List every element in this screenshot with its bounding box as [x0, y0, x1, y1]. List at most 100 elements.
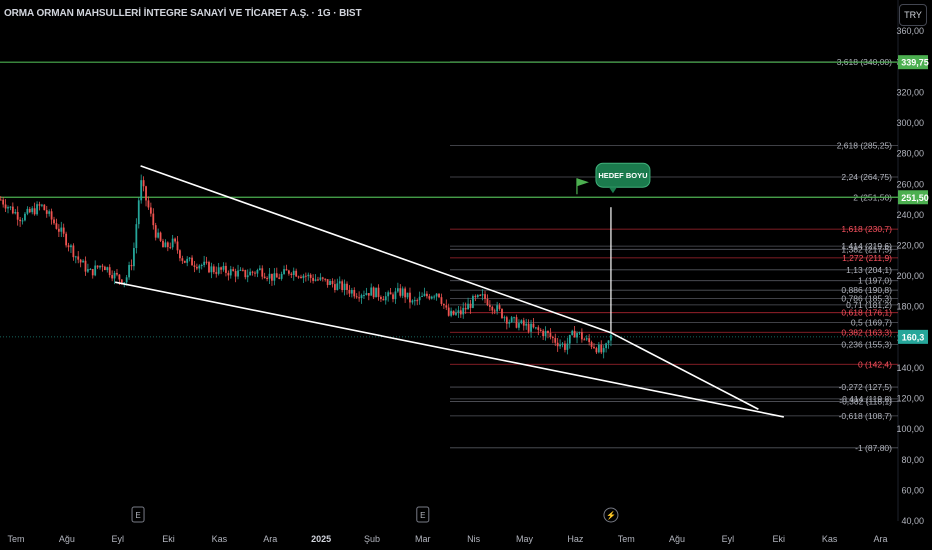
candle-body — [297, 276, 300, 278]
candle-body — [380, 296, 382, 300]
candle-body — [302, 275, 305, 279]
candle-body — [527, 323, 530, 332]
candle-body — [205, 261, 208, 263]
candle-body — [280, 273, 283, 279]
candle-body — [152, 213, 155, 226]
candle-body — [605, 343, 608, 349]
candle-body — [365, 293, 368, 295]
candle-body — [394, 291, 397, 300]
candle-body — [341, 281, 344, 291]
y-tick-label: 360,00 — [896, 26, 924, 36]
candle-body — [4, 204, 7, 209]
candle-body — [31, 208, 34, 213]
fib-level-label: 0,886 (190,8) — [841, 285, 892, 295]
candle-body — [314, 279, 317, 281]
x-tick-label: Eki — [772, 534, 785, 544]
earnings-marker — [131, 506, 145, 523]
candle-body — [418, 296, 421, 301]
candle-body — [0, 199, 2, 201]
candle-body — [65, 233, 68, 246]
candle-body — [171, 238, 174, 248]
candle-body — [16, 212, 19, 220]
candle-body — [561, 343, 564, 345]
candle-body — [377, 287, 380, 297]
candle-body — [513, 317, 515, 319]
fib-level-label: 0,236 (155,3) — [841, 340, 892, 350]
candle-body — [307, 274, 310, 277]
fib-level-label: 1,414 (219,6) — [841, 241, 892, 251]
candle-body — [166, 242, 169, 248]
last-price-badge — [898, 329, 928, 344]
candle-body — [159, 232, 162, 241]
y-tick-label: 60,00 — [901, 485, 924, 495]
candle-body — [479, 294, 482, 296]
candle-body — [559, 344, 561, 347]
candle-body — [271, 273, 273, 281]
candle-body — [413, 300, 416, 302]
candle-body — [285, 269, 288, 271]
candle-body — [583, 339, 586, 341]
candle-body — [11, 206, 14, 214]
candle-body — [547, 331, 549, 334]
candle-body — [416, 300, 419, 302]
y-tick-label: 200,00 — [896, 271, 924, 281]
candle-body — [41, 204, 43, 206]
candle-body — [585, 338, 588, 340]
fib-level-label: -0,618 (108,7) — [839, 411, 893, 421]
candle-body — [515, 317, 518, 328]
candle-body — [481, 294, 484, 296]
candle-body — [278, 277, 281, 279]
candle-body — [360, 295, 363, 299]
candle-body — [428, 296, 431, 299]
candle-body — [45, 210, 48, 214]
candle-body — [445, 305, 448, 308]
x-tick-label: Mar — [415, 534, 431, 544]
candle-body — [484, 294, 486, 299]
candle-body — [411, 300, 414, 303]
candle-body — [154, 225, 157, 238]
candle-body — [212, 266, 215, 273]
candle-body — [140, 180, 143, 201]
candle-body — [24, 213, 26, 221]
candle-body — [244, 270, 247, 278]
candle-body — [399, 288, 402, 296]
candle-body — [191, 257, 193, 266]
x-tick-label: Ağu — [669, 534, 685, 544]
candle-body — [452, 310, 455, 315]
candle-body — [57, 228, 60, 232]
y-tick-label: 100,00 — [896, 424, 924, 434]
candle-body — [392, 294, 394, 300]
candle-body — [549, 333, 552, 337]
candle-body — [530, 323, 532, 332]
candle-body — [459, 310, 462, 315]
candle-body — [493, 310, 496, 312]
x-tick-label: May — [516, 534, 534, 544]
fib-level-label: 0,382 (163,3) — [841, 327, 892, 337]
candle-body — [62, 227, 65, 234]
y-tick-label: 80,00 — [901, 455, 924, 465]
candle-body — [179, 250, 181, 259]
candle-body — [38, 204, 41, 206]
candle-body — [261, 268, 264, 277]
candle-body — [142, 180, 145, 187]
candle-body — [476, 294, 479, 298]
candle-body — [273, 273, 276, 281]
currency-button[interactable]: TRY — [899, 4, 927, 26]
x-tick-label: Tem — [618, 534, 635, 544]
trendline — [114, 281, 784, 418]
fib-level-label: 0 (142,4) — [858, 359, 892, 369]
earnings-marker-label: E — [420, 511, 425, 520]
candle-body — [120, 279, 123, 284]
candle-body — [263, 276, 266, 279]
candle-body — [433, 296, 436, 298]
candle-body — [346, 283, 348, 290]
candle-body — [597, 344, 600, 353]
candle-body — [203, 261, 206, 266]
candle-body — [338, 281, 341, 284]
candle-body — [607, 340, 610, 344]
candle-body — [537, 327, 540, 330]
candle-body — [227, 272, 230, 276]
target-callout-pointer — [608, 187, 617, 194]
